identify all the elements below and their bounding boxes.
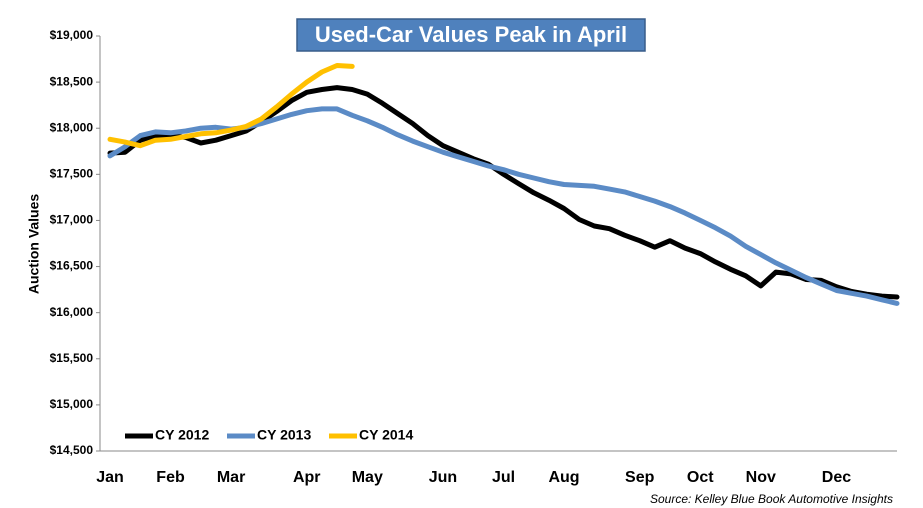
series-line [107, 85, 900, 300]
x-tick-label: Apr [293, 469, 321, 486]
y-tick-label: $18,000 [50, 120, 94, 134]
x-tick-label: Dec [822, 469, 851, 486]
x-tick-label: Nov [746, 469, 776, 486]
x-tick-label: Sep [625, 469, 655, 486]
x-tick-label: Oct [687, 469, 714, 486]
y-tick-label: $15,500 [50, 351, 94, 365]
y-tick-label: $16,500 [50, 259, 94, 273]
y-tick-label: $18,500 [50, 74, 94, 88]
source-note: Source: Kelley Blue Book Automotive Insi… [650, 492, 893, 506]
legend-label: CY 2012 [155, 427, 209, 443]
x-tick-label: Jul [492, 469, 515, 486]
title-box [296, 18, 646, 52]
x-tick-label: Jan [96, 469, 124, 486]
x-tick-label: Aug [548, 469, 579, 486]
y-tick-label: $16,000 [50, 305, 94, 319]
y-axis-label: Auction Values [26, 194, 42, 295]
x-tick-label: Mar [217, 469, 245, 486]
y-tick-label: $19,000 [50, 28, 94, 42]
x-tick-label: Feb [156, 469, 185, 486]
y-tick-label: $17,500 [50, 167, 94, 181]
legend-label: CY 2013 [257, 427, 311, 443]
x-tick-label: Jun [429, 469, 457, 486]
y-tick-label: $15,000 [50, 397, 94, 411]
y-tick-label: $17,000 [50, 213, 94, 227]
chart-title: Used-Car Values Peak in April [315, 22, 627, 47]
legend-label: CY 2014 [359, 427, 413, 443]
series-line [107, 63, 355, 149]
x-tick-label: May [352, 469, 383, 486]
y-tick-label: $14,500 [50, 443, 94, 457]
